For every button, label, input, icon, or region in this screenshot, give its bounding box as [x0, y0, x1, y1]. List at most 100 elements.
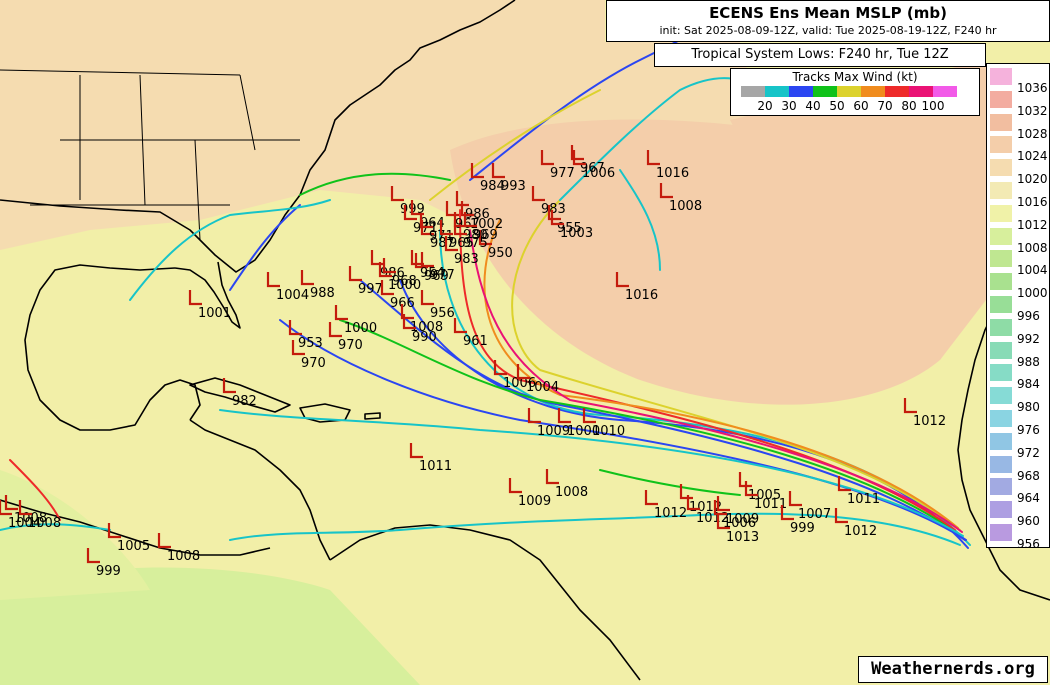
low-pressure-label: 1006 [503, 376, 536, 391]
low-pressure-label: 1006 [582, 166, 615, 181]
low-pressure-label: 986 [380, 266, 405, 281]
mslp-swatch [990, 455, 1012, 473]
low-pressure-label: 1008 [410, 320, 443, 335]
low-pressure-label: 993 [501, 179, 526, 194]
low-marker [527, 408, 541, 424]
low-pressure-label: 1012 [913, 414, 946, 429]
low-pressure-label: 969 [473, 228, 498, 243]
wind-legend-swatches [741, 86, 957, 97]
mslp-swatch [990, 90, 1012, 108]
mslp-label: 1012 [1017, 217, 1048, 232]
low-marker [222, 378, 236, 394]
low-pressure-label: 988 [310, 286, 335, 301]
low-marker [834, 508, 848, 524]
low-marker [420, 252, 434, 268]
low-pressure-label: 954 [420, 266, 445, 281]
low-marker [572, 150, 586, 166]
low-marker [550, 210, 564, 226]
low-marker [644, 490, 658, 506]
mslp-label: 1016 [1017, 195, 1048, 209]
low-marker [266, 272, 280, 288]
wind-swatch [789, 86, 813, 97]
mslp-label: 1004 [1017, 263, 1048, 278]
low-marker [463, 212, 477, 228]
mslp-label: 1008 [1017, 240, 1048, 255]
mslp-label: 988 [1017, 354, 1040, 369]
low-pressure-label: 1009 [726, 512, 759, 527]
low-pressure-label: 953 [298, 336, 323, 351]
low-marker [107, 523, 121, 539]
mslp-swatch [990, 410, 1012, 427]
low-marker [516, 364, 530, 380]
low-pressure-label: 1012 [844, 524, 877, 539]
mslp-label: 972 [1017, 445, 1040, 460]
low-pressure-label: 967 [580, 161, 605, 176]
africa-coast [957, 299, 1050, 601]
wind-swatch [813, 86, 837, 97]
low-marker [18, 500, 32, 516]
florida-coast [174, 261, 241, 329]
low-marker [615, 272, 629, 288]
track [469, 229, 963, 533]
low-marker [403, 205, 417, 221]
low-pressure-label: 975 [463, 236, 488, 251]
low-marker [420, 290, 434, 306]
mslp-label: 960 [1017, 514, 1040, 529]
low-pressure-label: 999 [790, 521, 815, 536]
track [429, 89, 601, 201]
wind-legend-label: 100 [921, 99, 945, 113]
low-pressure-label: 1000 [567, 424, 600, 439]
mslp-swatch [990, 524, 1012, 541]
low-pressure-label: 1016 [625, 288, 658, 303]
track [619, 169, 661, 271]
low-pressure-label: 1005 [748, 488, 781, 503]
mslp-label: 996 [1017, 309, 1040, 323]
low-marker [780, 505, 794, 521]
wind-legend-label: 70 [877, 99, 893, 113]
low-pressure-west [0, 470, 150, 600]
low-pressure-label: 1012 [689, 500, 722, 515]
low-pressure-label: 977 [550, 166, 575, 181]
low-pressure-label: 1016 [656, 166, 689, 181]
track [229, 204, 301, 291]
low-pressure-label: 986 [465, 207, 490, 222]
mslp-label: 1036 [1017, 81, 1048, 95]
northeast-high [730, 60, 986, 360]
low-marker [444, 236, 458, 252]
low-marker [531, 186, 545, 202]
low-marker [646, 150, 660, 166]
low-marker [460, 201, 474, 217]
low-marker [382, 258, 396, 274]
low-marker [493, 360, 507, 376]
mslp-label: 964 [1017, 491, 1040, 506]
low-marker [788, 491, 802, 507]
mslp-swatch [990, 68, 1012, 85]
low-pressure-label: 999 [96, 564, 121, 579]
track [483, 219, 959, 529]
gulf-coast [24, 264, 201, 431]
low-pressure-label: 1007 [798, 507, 831, 522]
low-pressure-label: 1005 [117, 539, 150, 554]
low-pressure-label: 1013 [726, 530, 759, 545]
wind-swatch [933, 86, 957, 97]
low-pressure-label: 1001 [198, 306, 231, 321]
mslp-swatch [990, 364, 1012, 382]
low-marker [402, 314, 416, 330]
mslp-swatch [990, 432, 1012, 450]
low-marker [334, 305, 348, 321]
mslp-swatch [990, 341, 1012, 359]
low-marker [659, 183, 673, 199]
low-marker [837, 476, 851, 492]
low-marker [400, 304, 414, 320]
low-pressure-label: 1011 [847, 492, 880, 507]
mslp-swatch [990, 273, 1012, 291]
low-pressure-label: 1002 [470, 217, 503, 232]
state-borders [0, 69, 300, 241]
low-pressure-label: 1006 [723, 516, 756, 531]
low-marker [0, 500, 12, 516]
low-marker [390, 186, 404, 202]
low-marker [288, 320, 302, 336]
low-pressure-label: 1004 [8, 516, 41, 531]
watermark: Weathernerds.org [858, 656, 1048, 683]
